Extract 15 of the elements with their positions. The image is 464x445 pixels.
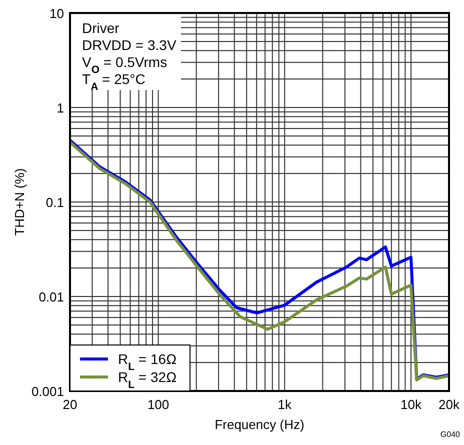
y-axis-title: THD+N (%) (12, 168, 27, 236)
y-tick-label: 0.001 (31, 384, 64, 399)
annotation: DRVDD = 3.3V (82, 37, 177, 53)
y-tick-label: 10 (50, 6, 64, 21)
x-tick-label: 10k (400, 397, 422, 412)
x-axis-title: Frequency (Hz) (214, 417, 304, 432)
text: G040 (440, 430, 461, 439)
annotation: Driver (82, 20, 120, 36)
y-tick-label: 0.1 (46, 195, 64, 210)
x-tick-label: 1k (278, 397, 292, 412)
x-tick-label: 100 (147, 397, 170, 412)
y-tick-label: 1 (56, 100, 64, 116)
x-tick-label: 20 (62, 397, 78, 412)
x-tick-label: 20k (438, 397, 460, 412)
y-tick-label: 0.01 (38, 290, 64, 304)
